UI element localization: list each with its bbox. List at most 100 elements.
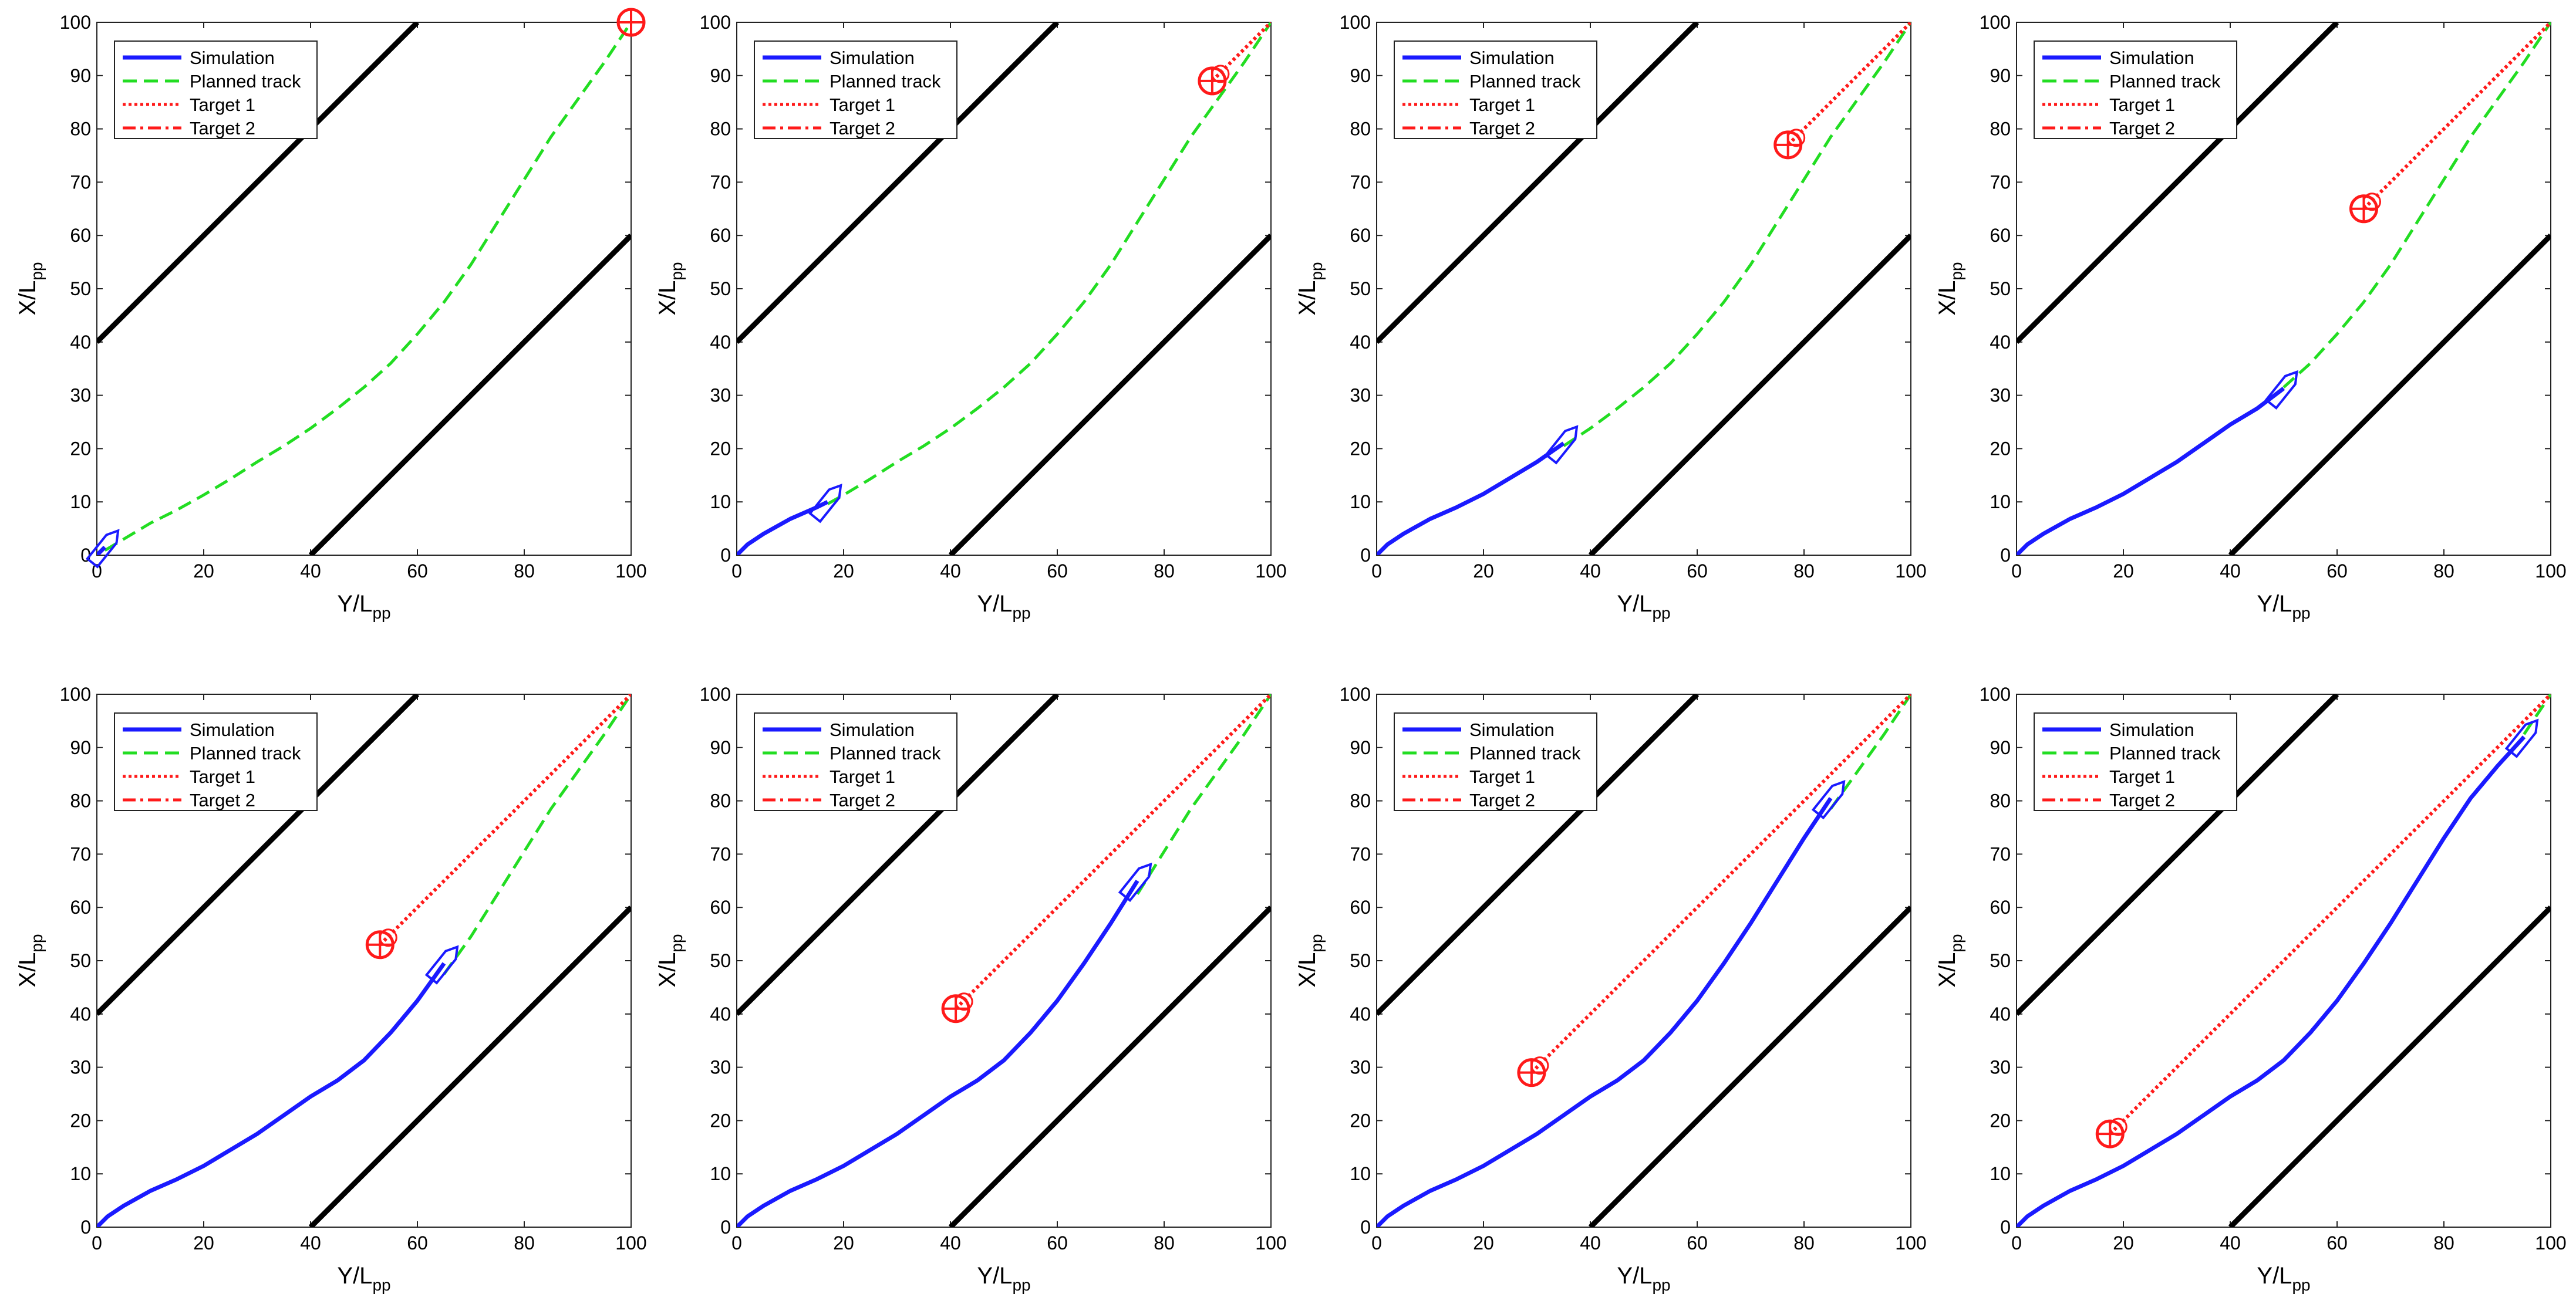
y-tick-label: 20 bbox=[1350, 1110, 1371, 1131]
y-tick-label: 30 bbox=[1350, 1057, 1371, 1078]
x-tick-label: 20 bbox=[1473, 1232, 1494, 1254]
target-1-path bbox=[379, 694, 631, 946]
y-tick-label: 40 bbox=[710, 1004, 731, 1025]
own-ship-marker bbox=[1118, 862, 1152, 903]
y-tick-label: 10 bbox=[710, 1163, 731, 1184]
y-tick-label: 40 bbox=[1990, 1004, 2011, 1025]
legend-label: Simulation bbox=[830, 48, 915, 68]
target-ship-marker bbox=[1773, 129, 1806, 160]
ship-hull bbox=[85, 529, 120, 569]
x-tick-label: 60 bbox=[1047, 560, 1068, 582]
legend-label: Planned track bbox=[2109, 71, 2221, 92]
channel-boundary bbox=[97, 694, 420, 1016]
y-tick-label: 80 bbox=[1350, 791, 1371, 812]
x-tick-label: 40 bbox=[1580, 1232, 1601, 1254]
y-tick-label: 70 bbox=[70, 171, 91, 192]
y-tick-label: 0 bbox=[720, 1217, 731, 1238]
channel-boundary bbox=[737, 22, 1060, 344]
y-tick-label: 50 bbox=[70, 950, 91, 971]
y-tick-label: 30 bbox=[710, 1057, 731, 1078]
y-tick-label: 0 bbox=[1360, 545, 1371, 566]
planned-track-line bbox=[1136, 694, 1271, 895]
ship-hull bbox=[1544, 425, 1579, 465]
ship-hull bbox=[2504, 718, 2539, 758]
simulation-track-line bbox=[737, 879, 1139, 1227]
y-tick-label: 100 bbox=[1340, 12, 1371, 33]
y-tick-label: 10 bbox=[1990, 491, 2011, 512]
x-tick-label: 80 bbox=[1793, 1232, 1815, 1254]
target-1-path bbox=[2362, 22, 2551, 210]
x-tick-label: 60 bbox=[2327, 560, 2348, 582]
x-tick-label: 100 bbox=[2535, 560, 2566, 582]
legend-label: Target 1 bbox=[1469, 766, 1535, 787]
x-tick-label: 60 bbox=[2327, 1232, 2348, 1254]
legend-label: Simulation bbox=[1469, 720, 1555, 740]
y-tick-label: 90 bbox=[1990, 65, 2011, 86]
legend-label: Planned track bbox=[1469, 71, 1581, 92]
x-axis-label: Y/Lpp bbox=[337, 1263, 390, 1294]
legend-label: Target 2 bbox=[2109, 118, 2175, 139]
y-tick-label: 70 bbox=[70, 843, 91, 864]
x-tick-label: 60 bbox=[1687, 1232, 1708, 1254]
y-tick-label: 30 bbox=[70, 385, 91, 406]
target-ship-marker bbox=[616, 8, 646, 37]
x-tick-label: 0 bbox=[731, 560, 742, 582]
legend-label: Target 2 bbox=[830, 790, 895, 810]
legend-label: Target 1 bbox=[830, 766, 895, 787]
y-tick-label: 90 bbox=[1350, 737, 1371, 758]
subplot-3: 0 20 40 60 80 100 0 10 20 30 40 50 60 70 80 90 100 Y/Lpp X… bbox=[1294, 12, 1927, 622]
y-tick-label: 20 bbox=[710, 1110, 731, 1131]
y-tick-label: 40 bbox=[710, 332, 731, 353]
y-tick-label: 50 bbox=[70, 278, 91, 299]
x-tick-label: 20 bbox=[1473, 560, 1494, 582]
own-ship-marker bbox=[2504, 718, 2539, 758]
plot-lines bbox=[97, 694, 631, 1227]
plot-lines bbox=[2017, 694, 2551, 1227]
x-axis-label: Y/Lpp bbox=[337, 591, 390, 622]
y-tick-label: 40 bbox=[1990, 332, 2011, 353]
y-tick-label: 30 bbox=[1350, 385, 1371, 406]
x-tick-label: 0 bbox=[1371, 1232, 1382, 1254]
simulation-track-line bbox=[1377, 797, 1833, 1227]
y-axis-label: X/Lpp bbox=[1294, 262, 1326, 315]
legend-label: Target 2 bbox=[190, 118, 255, 139]
channel-boundary bbox=[308, 234, 631, 555]
plot-lines bbox=[737, 694, 1271, 1227]
x-axis-label: Y/Lpp bbox=[2257, 591, 2310, 622]
y-tick-label: 10 bbox=[70, 1163, 91, 1184]
x-tick-label: 100 bbox=[1255, 1232, 1286, 1254]
x-tick-label: 20 bbox=[2113, 560, 2134, 582]
target-ship-marker bbox=[365, 928, 397, 960]
x-tick-label: 80 bbox=[2433, 560, 2454, 582]
legend-label: Planned track bbox=[190, 743, 301, 764]
x-tick-label: 100 bbox=[615, 560, 646, 582]
target-2-circle bbox=[2363, 192, 2381, 211]
own-ship-marker bbox=[85, 529, 120, 569]
legend-label: Simulation bbox=[2109, 48, 2194, 68]
x-tick-label: 40 bbox=[1580, 560, 1601, 582]
channel-boundary bbox=[2017, 22, 2339, 344]
y-tick-label: 0 bbox=[720, 545, 731, 566]
y-tick-label: 20 bbox=[70, 438, 91, 459]
y-tick-label: 30 bbox=[1990, 385, 2011, 406]
y-tick-label: 80 bbox=[70, 791, 91, 812]
y-axis-label: X/Lpp bbox=[15, 262, 46, 315]
y-tick-label: 60 bbox=[710, 225, 731, 246]
ship-hull bbox=[1811, 779, 1846, 820]
target-2-circle bbox=[1211, 65, 1230, 83]
target-2-circle bbox=[1787, 129, 1806, 147]
x-axis-label: Y/Lpp bbox=[977, 1263, 1030, 1294]
x-axis-label: Y/Lpp bbox=[1617, 591, 1670, 622]
y-axis-label: X/Lpp bbox=[655, 262, 686, 315]
y-tick-label: 40 bbox=[1350, 1004, 1371, 1025]
x-tick-label: 0 bbox=[1371, 560, 1382, 582]
planned-track-line bbox=[1829, 694, 1911, 810]
target-1-path bbox=[1530, 694, 1911, 1074]
y-tick-label: 20 bbox=[70, 1110, 91, 1131]
legend-label: Simulation bbox=[190, 48, 275, 68]
legend-label: Simulation bbox=[2109, 720, 2194, 740]
